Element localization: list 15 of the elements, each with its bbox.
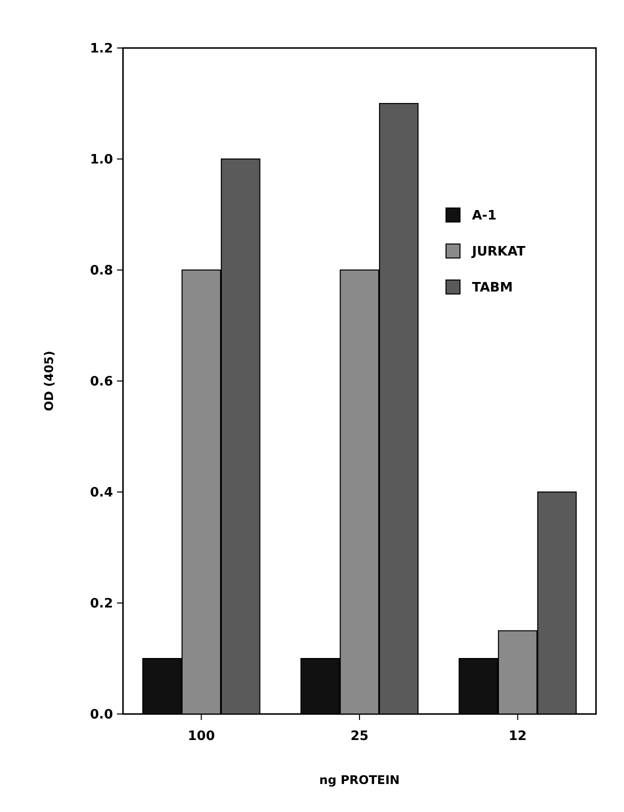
y-tick-label: 1.0 <box>90 152 113 168</box>
y-tick-label: 1.2 <box>90 42 113 57</box>
y-axis-title: OD (405) <box>42 350 56 412</box>
y-tick-label: 0.8 <box>90 264 113 279</box>
legend-label: A-1 <box>472 208 497 224</box>
x-tick-label: 100 <box>188 729 215 744</box>
x-tick-label: 25 <box>350 729 369 744</box>
y-tick-label: 0.0 <box>90 708 113 723</box>
legend-label: TABM <box>472 280 513 296</box>
y-tick-label: 0.4 <box>90 486 113 501</box>
y-tick-label: 0.2 <box>90 596 113 612</box>
legend-label: JURKAT <box>471 244 526 260</box>
y-tick-label: 0.6 <box>90 374 113 390</box>
x-axis-title: ng PROTEIN <box>319 773 400 787</box>
x-tick-label: 12 <box>508 729 527 744</box>
